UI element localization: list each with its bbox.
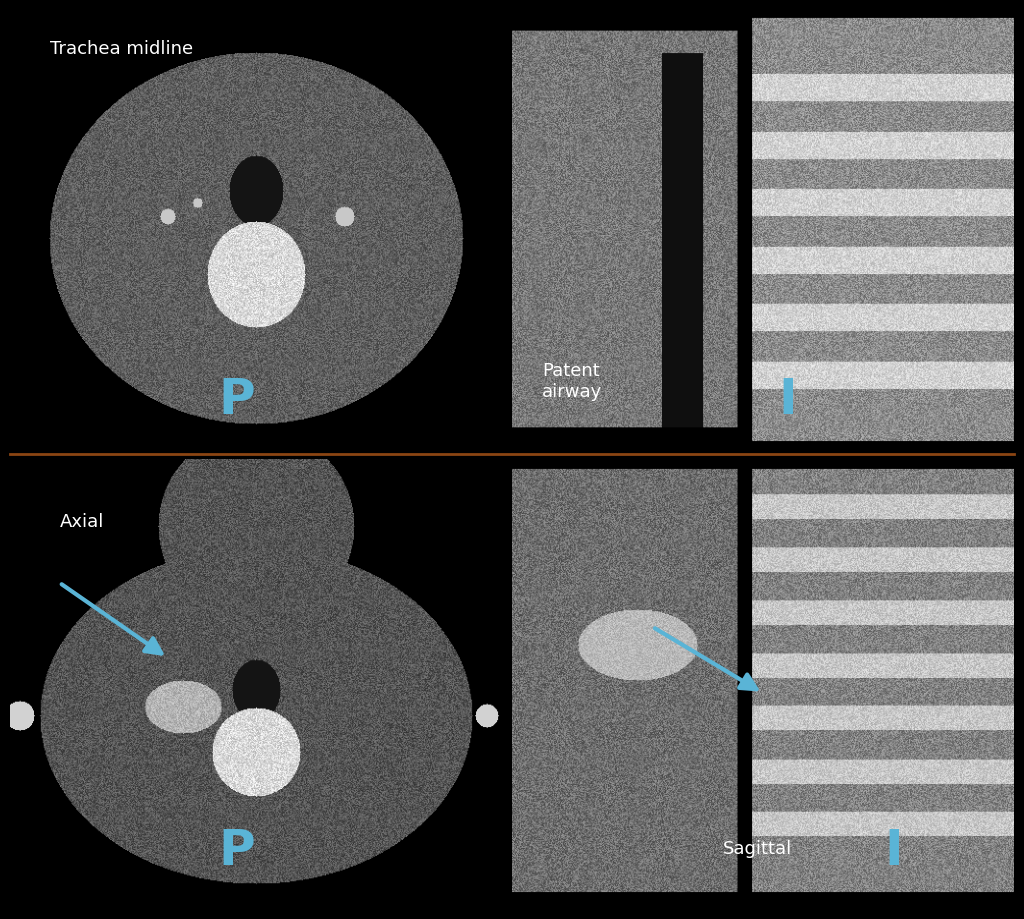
Text: I: I: [884, 826, 902, 874]
Text: Patent
airway: Patent airway: [542, 362, 602, 401]
Text: P: P: [218, 826, 255, 874]
Text: P: P: [218, 376, 255, 424]
Text: Axial: Axial: [59, 513, 103, 530]
Text: I: I: [778, 376, 798, 424]
Text: Trachea midline: Trachea midline: [49, 40, 193, 58]
Text: Sagittal: Sagittal: [723, 839, 792, 857]
